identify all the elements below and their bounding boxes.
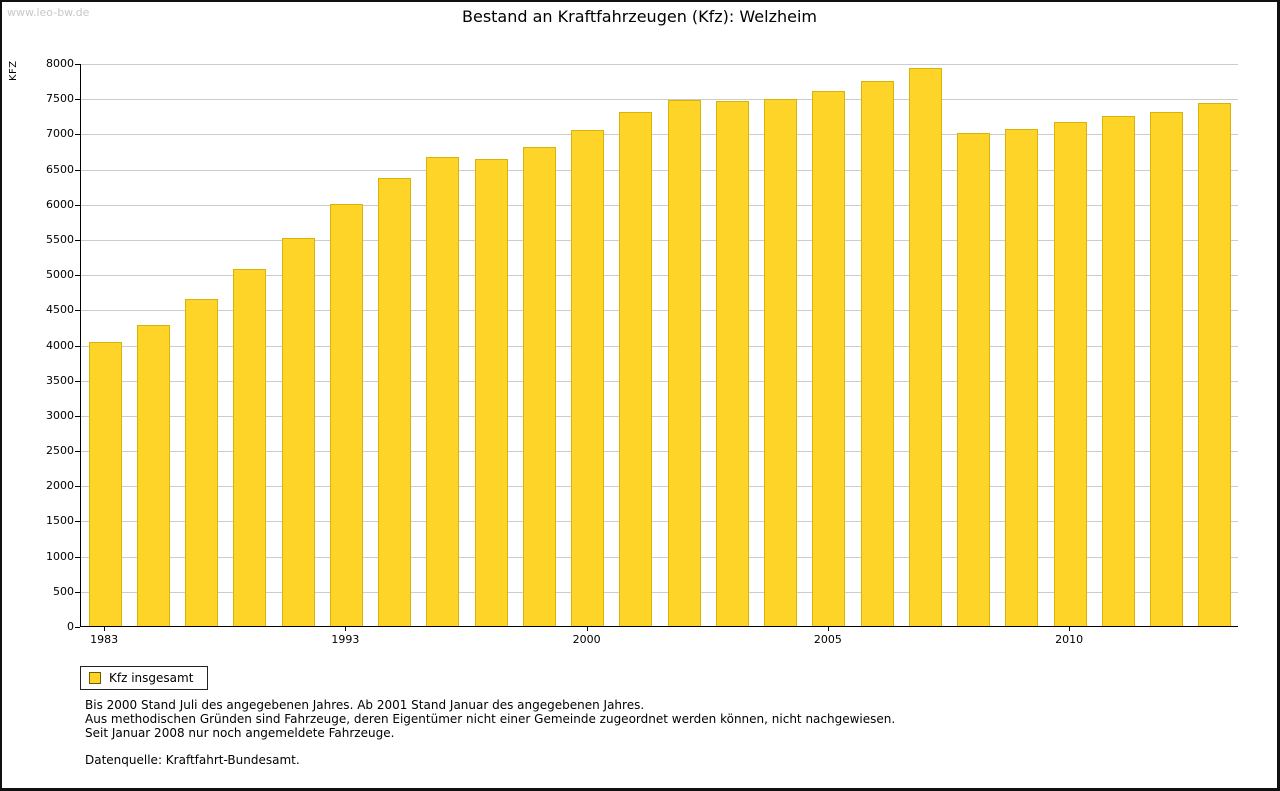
y-tick-label: 3000 (46, 408, 74, 422)
gridline (81, 486, 1238, 488)
bar-2011 (1101, 115, 1135, 626)
y-tick-mark (75, 415, 80, 417)
y-tick-label: 6000 (46, 197, 74, 211)
y-tick-mark (75, 64, 80, 65)
y-tick-mark (75, 134, 80, 136)
y-tick-mark (75, 99, 80, 101)
y-tick-mark (75, 591, 80, 593)
gridline (81, 275, 1238, 277)
y-tick-mark (75, 556, 80, 558)
x-tick-label-1993: 1993 (331, 633, 360, 646)
y-tick-label: 1000 (46, 549, 74, 563)
x-tick-label-2010: 2010 (1055, 633, 1084, 646)
footnote-line-1: Bis 2000 Stand Juli des angegebenen Jahr… (85, 698, 645, 712)
y-tick-mark (75, 239, 80, 241)
y-tick-mark (75, 486, 80, 488)
gridline (81, 169, 1238, 171)
bar-1991 (281, 237, 315, 626)
chart-title: Bestand an Kraftfahrzeugen (Kfz): Welzhe… (462, 7, 817, 26)
y-tick-mark (75, 275, 80, 277)
gridline (81, 204, 1238, 206)
gridline (81, 99, 1238, 101)
y-tick-label: 7500 (46, 92, 74, 106)
bar-2000 (571, 129, 605, 626)
gridline (81, 310, 1238, 312)
y-tick-label: 500 (53, 584, 74, 598)
gridline (81, 64, 1238, 65)
bar-2010 (1053, 122, 1087, 626)
bar-2007 (908, 67, 942, 626)
y-tick-label: 5000 (46, 268, 74, 282)
legend-swatch (89, 672, 101, 684)
gridline (81, 521, 1238, 523)
bar-2002 (667, 99, 701, 626)
bar-1987 (185, 299, 219, 626)
legend-label: Kfz insgesamt (109, 671, 194, 685)
bar-2005 (812, 91, 846, 626)
y-tick-label: 8000 (46, 57, 74, 70)
y-tick-label: 5500 (46, 232, 74, 246)
bar-1985 (136, 324, 170, 626)
bar-1995 (378, 177, 412, 626)
bar-1998 (474, 158, 508, 626)
x-tick-mark (1069, 627, 1071, 631)
bar-2012 (1150, 112, 1184, 626)
y-tick-mark (75, 169, 80, 171)
bar-2003 (715, 101, 749, 626)
y-tick-mark (75, 204, 80, 206)
y-tick-mark (75, 380, 80, 382)
footnote-line-2: Aus methodischen Gründen sind Fahrzeuge,… (85, 712, 896, 726)
y-tick-label: 2500 (46, 444, 74, 458)
y-tick-mark (75, 521, 80, 523)
bar-2009 (1005, 129, 1039, 626)
gridline (81, 134, 1238, 136)
x-tick-label-2005: 2005 (813, 633, 842, 646)
bar-2008 (957, 133, 991, 626)
y-tick-label: 0 (67, 620, 74, 633)
bar-2001 (619, 111, 653, 626)
y-tick-label: 3500 (46, 373, 74, 387)
plot-area (80, 64, 1238, 627)
x-tick-label-1983: 1983 (90, 633, 119, 646)
bar-2004 (764, 98, 798, 626)
gridline (81, 591, 1238, 593)
data-source: Datenquelle: Kraftfahrt-Bundesamt. (85, 753, 300, 767)
bar-1997 (426, 157, 460, 626)
watermark: www.leo-bw.de (7, 6, 90, 19)
y-tick-label: 6500 (46, 162, 74, 176)
footnote-line-3: Seit Januar 2008 nur noch angemeldete Fa… (85, 726, 395, 740)
y-tick-mark (75, 451, 80, 453)
gridline (81, 239, 1238, 241)
y-tick-label: 7000 (46, 127, 74, 141)
bar-2006 (860, 80, 894, 626)
y-tick-mark (75, 345, 80, 347)
x-tick-mark (586, 627, 588, 631)
x-tick-mark (345, 627, 347, 631)
gridline (81, 451, 1238, 453)
gridline (81, 556, 1238, 558)
gridline (81, 345, 1238, 347)
x-tick-mark (827, 627, 829, 631)
bar-1989 (233, 268, 267, 626)
y-tick-mark (75, 627, 80, 628)
gridline (81, 415, 1238, 417)
y-axis-title: KFZ (8, 60, 19, 81)
bar-1993 (329, 204, 363, 626)
bar-1983 (88, 342, 122, 626)
y-tick-label: 2000 (46, 479, 74, 493)
x-tick-label-2000: 2000 (572, 633, 601, 646)
y-tick-label: 1500 (46, 514, 74, 528)
footnotes: Bis 2000 Stand Juli des angegebenen Jahr… (85, 698, 895, 767)
legend: Kfz insgesamt (80, 666, 209, 690)
y-tick-label: 4500 (46, 303, 74, 317)
y-tick-label: 4000 (46, 338, 74, 352)
bar-2013 (1198, 103, 1232, 626)
x-tick-mark (104, 627, 106, 631)
bar-1999 (522, 147, 556, 626)
y-tick-mark (75, 310, 80, 312)
gridline (81, 380, 1238, 382)
